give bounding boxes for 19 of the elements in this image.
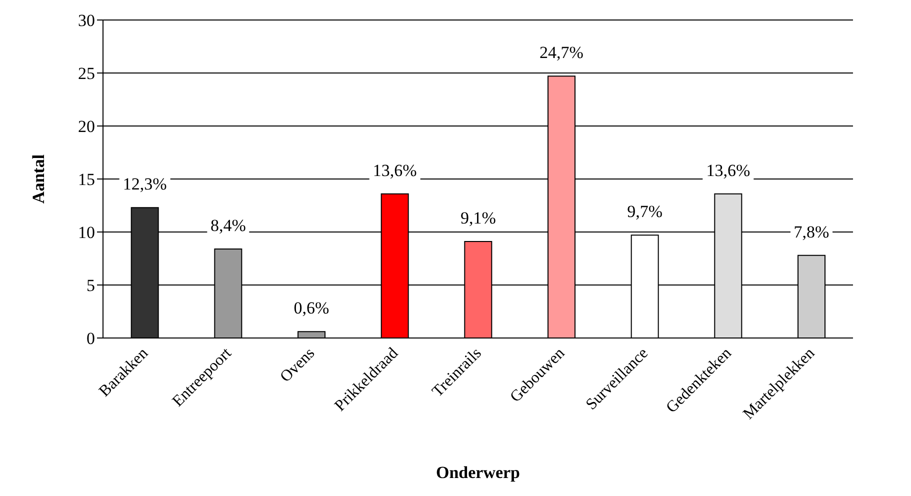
y-tick-label: 10 (78, 223, 95, 242)
x-axis-title: Onderwerp (436, 463, 520, 482)
y-tick-label: 20 (78, 117, 95, 136)
data-label: 13,6% (372, 160, 417, 180)
data-label: 13,6% (706, 160, 750, 180)
data-label: 8,4% (210, 216, 246, 235)
data-label: 9,1% (460, 208, 496, 228)
y-axis-title: Aantal (29, 154, 48, 204)
y-tick-label: 30 (78, 11, 95, 30)
data-label: 9,7% (627, 202, 663, 222)
data-label: 24,7% (540, 43, 584, 62)
data-label: 7,8% (794, 222, 830, 242)
y-tick-label: 15 (78, 170, 95, 190)
data-label: 12,3% (122, 174, 167, 194)
y-tick-label: 25 (78, 64, 95, 84)
data-label: 0,6% (294, 298, 330, 318)
y-tick-label: 5 (86, 276, 95, 296)
y-tick-label: 0 (86, 329, 95, 348)
bar (298, 331, 326, 338)
